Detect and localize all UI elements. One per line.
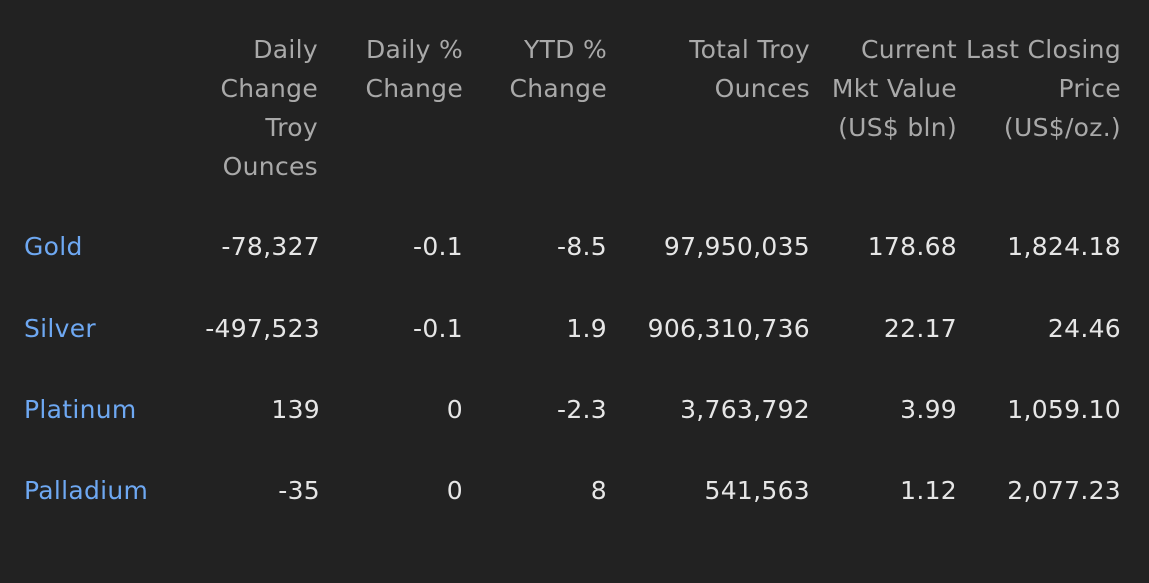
cell-mkt-value: 1.12 [900, 476, 957, 505]
cell-ytd-pct: 1.9 [566, 314, 607, 343]
table-header: Daily Change Troy Ounces Daily % Change … [0, 0, 1149, 205]
table-row: Platinum 139 0 -2.3 3,763,792 3.99 1,059… [0, 369, 1149, 450]
cell-total-oz: 906,310,736 [647, 314, 810, 343]
cell-daily-change-oz: 139 [271, 395, 320, 424]
table-body: Gold -78,327 -0.1 -8.5 97,950,035 178.68… [0, 205, 1149, 531]
metal-link-silver[interactable]: Silver [24, 314, 97, 343]
cell-total-oz: 541,563 [704, 476, 810, 505]
precious-metals-holdings-table: Daily Change Troy Ounces Daily % Change … [0, 0, 1149, 531]
header-metal [0, 0, 180, 205]
metal-link-gold[interactable]: Gold [24, 232, 83, 261]
cell-mkt-value: 22.17 [883, 314, 957, 343]
cell-ytd-pct: -8.5 [557, 232, 607, 261]
cell-daily-pct: 0 [446, 395, 463, 424]
header-current-mkt-value: Current Mkt Value (US$ bln) [831, 35, 957, 142]
header-row: Daily Change Troy Ounces Daily % Change … [0, 0, 1149, 205]
cell-last-price: 1,059.10 [1007, 395, 1121, 424]
cell-mkt-value: 3.99 [900, 395, 957, 424]
table-row: Gold -78,327 -0.1 -8.5 97,950,035 178.68… [0, 205, 1149, 288]
cell-ytd-pct: -2.3 [557, 395, 607, 424]
cell-last-price: 2,077.23 [1007, 476, 1121, 505]
header-ytd-pct-change: YTD % Change [509, 35, 607, 103]
header-daily-change-troy-ounces: Daily Change Troy Ounces [220, 35, 318, 181]
table-row: Silver -497,523 -0.1 1.9 906,310,736 22.… [0, 288, 1149, 369]
cell-total-oz: 97,950,035 [663, 232, 810, 261]
cell-total-oz: 3,763,792 [680, 395, 810, 424]
cell-ytd-pct: 8 [590, 476, 607, 505]
cell-daily-change-oz: -78,327 [221, 232, 320, 261]
cell-daily-change-oz: -497,523 [205, 314, 320, 343]
header-total-troy-ounces: Total Troy Ounces [689, 35, 810, 103]
cell-last-price: 1,824.18 [1007, 232, 1121, 261]
header-daily-pct-change: Daily % Change [365, 35, 463, 103]
header-last-closing-price: Last Closing Price (US$/oz.) [965, 35, 1121, 142]
metal-link-palladium[interactable]: Palladium [24, 476, 149, 505]
cell-daily-pct: -0.1 [413, 232, 463, 261]
cell-mkt-value: 178.68 [867, 232, 957, 261]
cell-daily-pct: -0.1 [413, 314, 463, 343]
metal-link-platinum[interactable]: Platinum [24, 395, 137, 424]
cell-daily-change-oz: -35 [278, 476, 320, 505]
cell-daily-pct: 0 [446, 476, 463, 505]
cell-last-price: 24.46 [1047, 314, 1121, 343]
table-row: Palladium -35 0 8 541,563 1.12 2,077.23 [0, 450, 1149, 531]
